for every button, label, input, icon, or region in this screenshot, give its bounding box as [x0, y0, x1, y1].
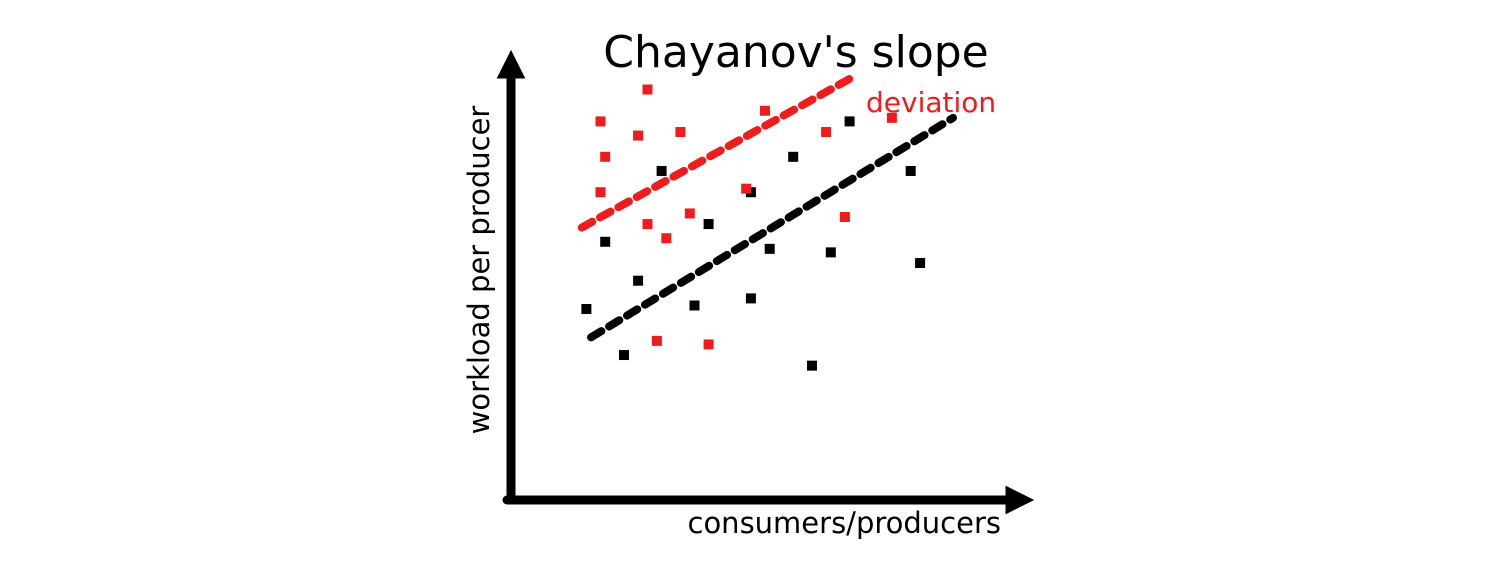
data-points — [581, 84, 926, 371]
deviation-label: deviation — [866, 86, 996, 119]
red-data-point — [600, 151, 611, 162]
chart-title: Chayanov's slope — [603, 27, 989, 78]
red-data-point — [651, 335, 662, 346]
black-data-point — [745, 293, 756, 304]
red-data-point — [633, 130, 644, 141]
red-data-point — [661, 233, 672, 244]
red-trend-line — [577, 74, 854, 232]
black-data-point — [689, 300, 700, 311]
red-data-point — [741, 183, 752, 194]
black-data-point — [633, 275, 644, 286]
black-data-point — [807, 360, 817, 371]
red-data-point — [839, 211, 850, 222]
black-data-point — [764, 243, 775, 254]
black-data-point — [825, 247, 836, 258]
black-data-point — [844, 116, 855, 127]
black-data-point — [581, 304, 592, 315]
black-data-point — [788, 151, 799, 162]
black-data-point — [600, 236, 611, 247]
black-data-point — [703, 219, 714, 230]
black-data-point — [656, 165, 667, 176]
trend-lines — [577, 74, 957, 342]
red-data-point — [703, 339, 714, 350]
red-data-point — [642, 84, 653, 95]
black-data-point — [915, 258, 926, 268]
x-axis-label: consumers/producers — [688, 506, 1002, 540]
black-data-point — [619, 350, 629, 361]
red-data-point — [821, 127, 832, 138]
red-data-point — [760, 105, 770, 116]
y-axis-label: workload per producer — [462, 106, 496, 435]
red-data-point — [675, 127, 686, 138]
red-data-point — [595, 187, 606, 198]
black-trend-line — [587, 113, 957, 342]
red-data-point — [684, 208, 695, 219]
red-data-point — [886, 112, 897, 123]
black-data-point — [905, 165, 916, 176]
red-data-point — [595, 116, 606, 127]
red-data-point — [642, 219, 653, 230]
